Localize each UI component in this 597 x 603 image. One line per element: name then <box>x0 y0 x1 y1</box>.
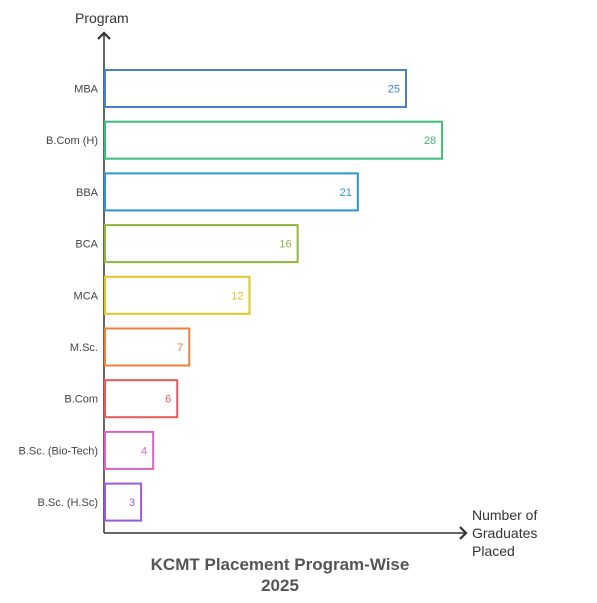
bar-1 <box>104 120 444 160</box>
bar-7 <box>104 430 155 470</box>
x-axis-title-line-3: Placed <box>472 543 515 559</box>
bar-5 <box>104 327 191 367</box>
category-label-0: MBA <box>74 84 99 96</box>
category-label-6: B.Com <box>64 394 98 406</box>
bar-4 <box>104 275 251 315</box>
value-label-3: 16 <box>279 239 291 251</box>
value-label-2: 21 <box>340 187 352 199</box>
value-label-0: 25 <box>388 84 400 96</box>
bar-6 <box>104 379 179 419</box>
y-axis-title: Program <box>75 10 129 26</box>
bars-group: MBA 25 B.Com (H) 28 BBA 21 BCA 16 MCA 12 M.Sc. 7 B.C… <box>19 69 444 522</box>
value-label-4: 12 <box>231 290 243 302</box>
x-axis-title: Number of Graduates Placed <box>472 507 541 559</box>
category-label-8: B.Sc. (H.Sc) <box>37 497 98 509</box>
category-label-3: BCA <box>75 239 98 251</box>
category-label-5: M.Sc. <box>70 342 98 354</box>
value-label-8: 3 <box>129 497 135 509</box>
x-axis-title-line-2: Graduates <box>472 525 537 541</box>
chart-title: KCMT Placement Program-Wise 2025 <box>0 554 560 596</box>
category-label-2: BBA <box>76 187 99 199</box>
value-label-7: 4 <box>141 445 147 457</box>
category-label-4: MCA <box>74 290 99 302</box>
bar-8 <box>104 482 143 522</box>
value-label-1: 28 <box>424 135 436 147</box>
bar-0 <box>104 69 407 108</box>
bar-3 <box>104 224 299 264</box>
x-axis-title-line-1: Number of <box>472 507 537 523</box>
category-label-1: B.Com (H) <box>46 135 98 147</box>
value-label-5: 7 <box>177 342 183 354</box>
value-label-6: 6 <box>165 394 171 406</box>
category-label-7: B.Sc. (Bio-Tech) <box>19 445 98 457</box>
bar-2 <box>104 172 359 212</box>
chart-title-line-1: KCMT Placement Program-Wise <box>150 555 410 574</box>
chart-title-line-2: 2025 <box>261 576 299 595</box>
